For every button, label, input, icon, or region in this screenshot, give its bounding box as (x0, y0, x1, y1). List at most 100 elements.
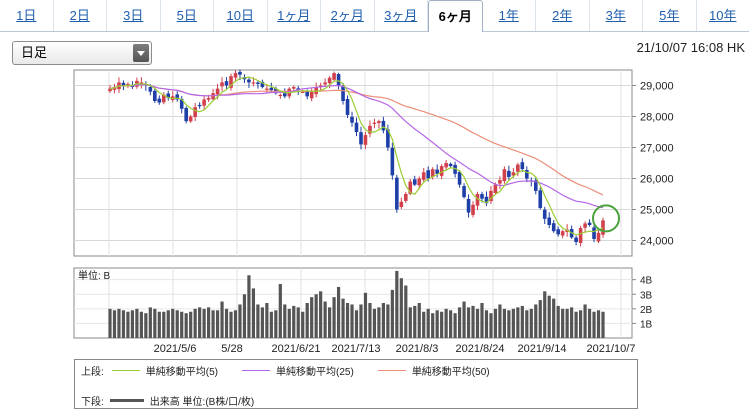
tab-period[interactable]: 2日 (54, 0, 107, 31)
volume-bar (153, 308, 157, 338)
x-tick-label: 5/28 (221, 343, 242, 355)
tab-period[interactable]: 10年 (709, 8, 737, 23)
candle-body (574, 237, 578, 243)
volume-bar (180, 311, 184, 338)
volume-bar (251, 288, 256, 338)
candle-body (578, 228, 583, 243)
candle-body (453, 164, 457, 174)
candle-body (462, 186, 466, 198)
candle-body (439, 166, 444, 176)
y-tick-label: 25,000 (640, 205, 674, 217)
candle-body (251, 82, 256, 84)
volume-bar (578, 310, 583, 338)
tab-period[interactable]: 5年 (643, 0, 697, 31)
volume-bar (319, 291, 323, 338)
stock-chart: 29,000 28,000 27,000 26,000 25,000 24,000 2021… (73, 69, 674, 355)
tab-period[interactable]: 3日 (107, 0, 161, 31)
volume-bar (211, 310, 215, 338)
volume-bar (296, 307, 300, 338)
volume-bar (489, 313, 493, 338)
candle-body (184, 107, 188, 122)
candle-body (395, 177, 399, 210)
candle-body (560, 231, 565, 236)
candle-body (188, 116, 193, 122)
candle-body (547, 217, 552, 225)
candle-body (314, 87, 318, 95)
volume-tick-label: 4B (640, 276, 653, 287)
tab-period[interactable]: 2ヶ月 (321, 0, 375, 31)
volume-bar (583, 304, 587, 338)
candle-body (220, 82, 224, 87)
volume-bar (368, 303, 372, 338)
volume-bar (592, 311, 596, 338)
candle-body (525, 170, 529, 179)
highlight-circle (592, 204, 620, 233)
candle-body (493, 184, 498, 193)
candle-body (202, 99, 206, 106)
tab-period[interactable]: 3年 (590, 0, 643, 31)
volume-bar (350, 304, 354, 338)
chevron-down-icon[interactable] (133, 44, 149, 62)
candle-body (404, 194, 408, 201)
volume-bar (328, 307, 332, 338)
tab-period[interactable]: 1ヶ月 (268, 0, 321, 31)
candle-body (471, 204, 475, 215)
candle-body (233, 73, 238, 78)
candle-body (587, 222, 592, 225)
volume-bar (126, 311, 130, 338)
volume-bar (121, 310, 126, 338)
volume-tick-label: 3B (640, 290, 653, 301)
candle-body (372, 122, 377, 124)
tab-period[interactable]: 1年 (483, 0, 536, 31)
candle-body (175, 94, 180, 100)
period-tabs: 1日 2日 3日 5日 10日 1ヶ月 2ヶ月 3ヶ月 6ヶ月 1年 2年 3年 5年 10年 (0, 0, 749, 32)
volume-bar (283, 304, 287, 338)
ma25-line (109, 84, 604, 209)
candle-body (390, 147, 395, 176)
candle-body (359, 132, 363, 145)
volume-bar (426, 308, 430, 338)
volume-bar (108, 308, 112, 338)
candle-body (480, 194, 484, 199)
legend-upper-label: 上段: (81, 367, 104, 378)
ma50-line-icon (377, 370, 406, 371)
tab-period[interactable]: 3ヶ月 (375, 0, 428, 31)
volume-bar (552, 298, 556, 338)
chart-legend: 上段: 単純移動平均(5) 単純移動平均(25) 単純移動平均(50) 下段: … (74, 359, 638, 409)
candle-body (426, 170, 431, 179)
volume-bar (242, 294, 247, 338)
volume-bar (444, 308, 448, 338)
volume-bar (457, 307, 462, 338)
tab-period[interactable]: 1日 (0, 0, 54, 31)
volume-bar (408, 307, 412, 338)
candle-body (121, 82, 126, 86)
candle-body (153, 90, 157, 101)
volume-bar (184, 313, 188, 338)
tab-period[interactable]: 5日 (161, 0, 214, 31)
candle-body (126, 83, 130, 86)
volume-bar (117, 308, 121, 338)
volume-bar (135, 308, 139, 338)
volume-bar (260, 307, 264, 338)
y-tick-label: 26,000 (640, 174, 674, 186)
y-tick-label: 27,000 (640, 143, 674, 155)
tab-period[interactable]: 6ヶ月 (428, 0, 483, 32)
volume-bar (175, 310, 179, 338)
volume-bar (310, 297, 314, 338)
interval-select[interactable]: 日足 (12, 41, 152, 65)
volume-bar (547, 295, 551, 338)
volume-bar (323, 301, 327, 338)
volume-tick-label: 2B (640, 305, 653, 316)
volume-bar (587, 308, 592, 338)
candles (108, 69, 605, 247)
volume-bar (233, 310, 238, 338)
tab-period[interactable]: 2年 (536, 0, 590, 31)
candle-body (507, 170, 511, 177)
candle-body (466, 198, 471, 213)
candle-body (327, 77, 332, 84)
candle-body (341, 85, 345, 101)
volume-bar (305, 303, 309, 338)
legend-ma5-label: 単純移動平均(5) (145, 367, 219, 378)
volume-bar (561, 308, 565, 338)
tab-period[interactable]: 10日 (214, 0, 268, 31)
